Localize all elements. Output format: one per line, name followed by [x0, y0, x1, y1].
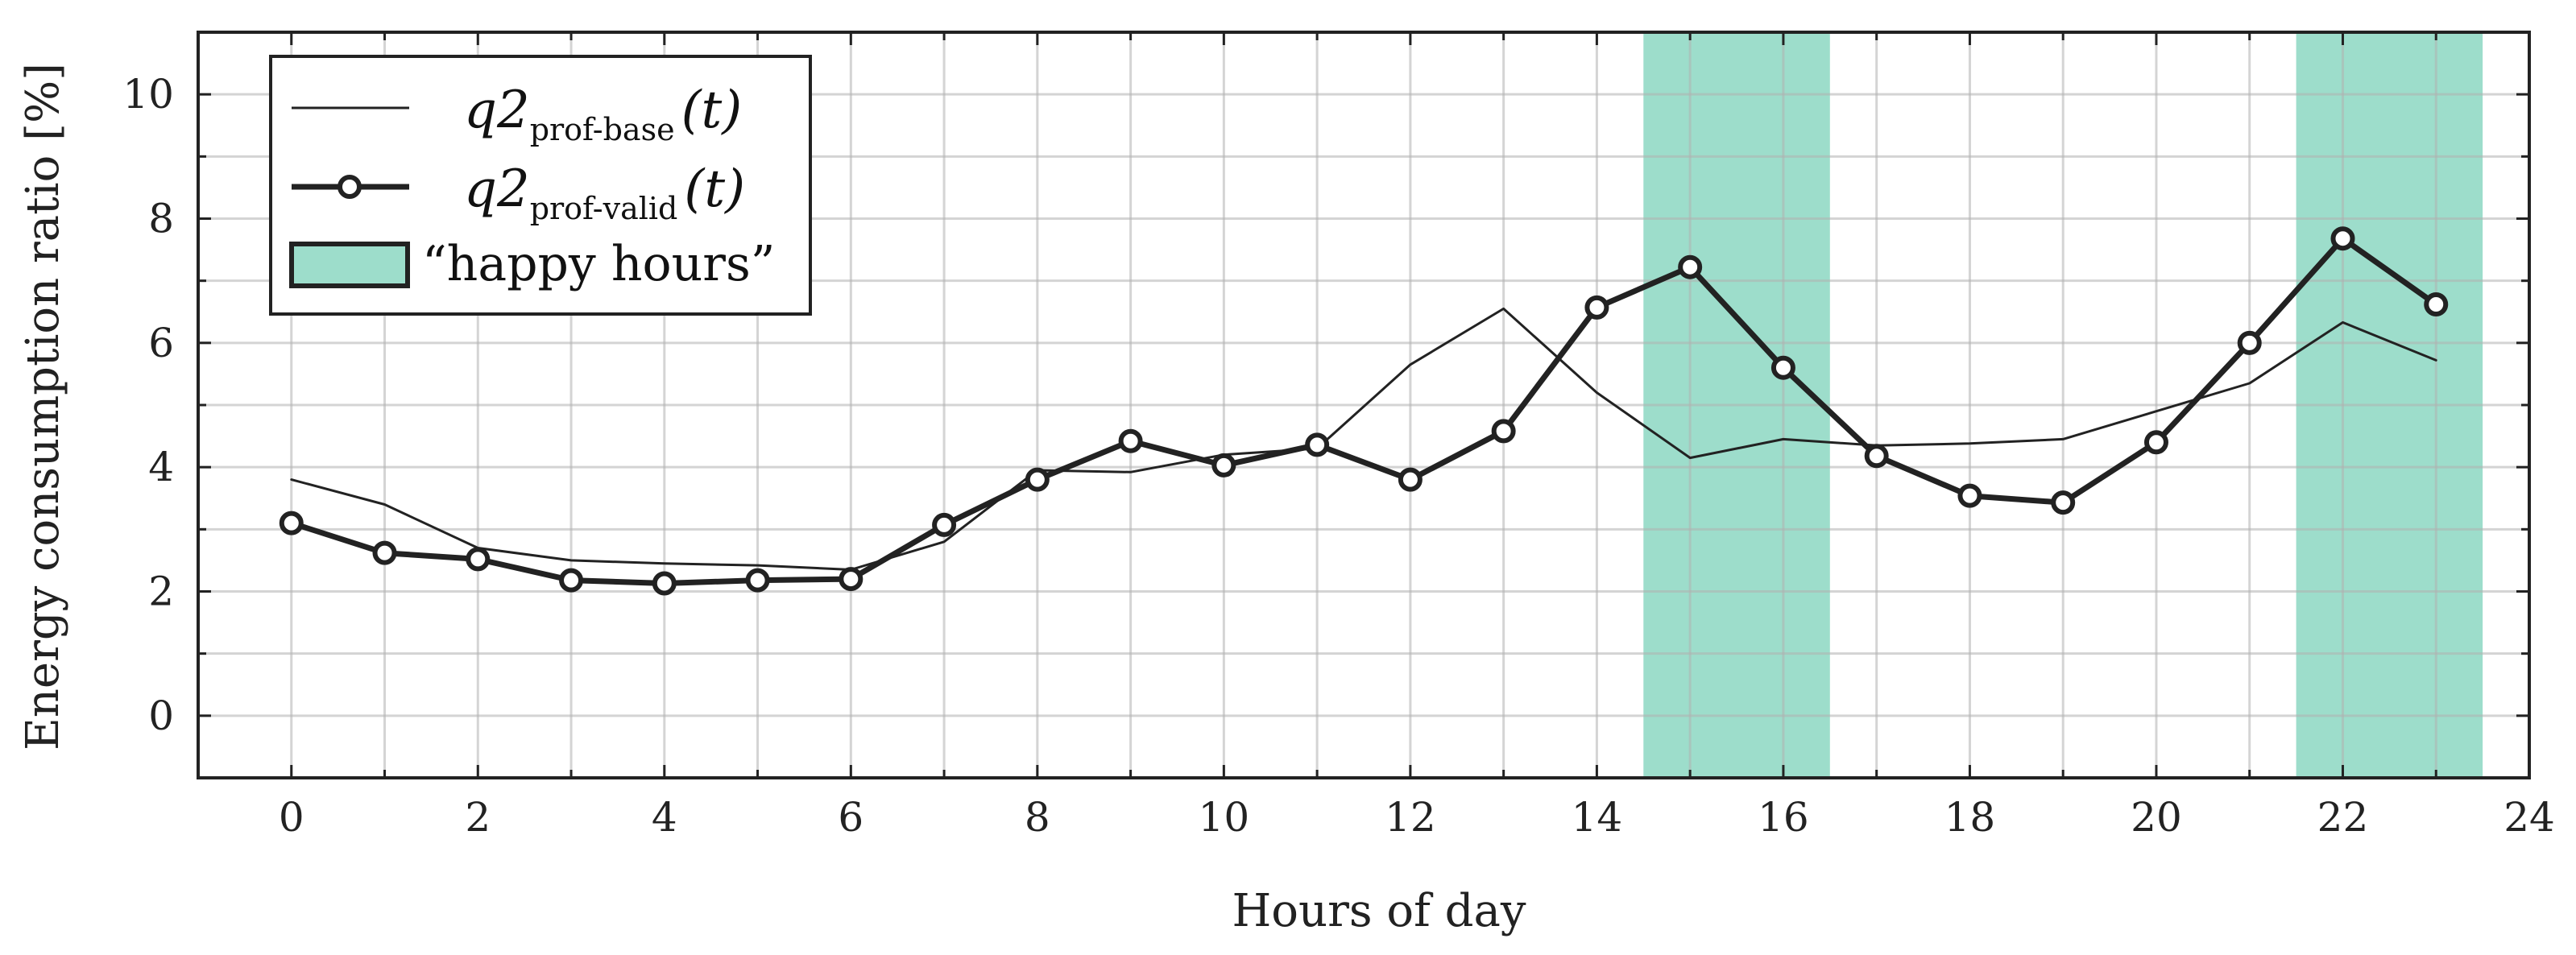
data-point-prof-valid: [2051, 490, 2076, 515]
legend-base-tail: (t): [681, 81, 743, 140]
y-tick-label: 8: [148, 196, 174, 242]
data-point-prof-valid: [2237, 330, 2262, 355]
y-tick-label: 10: [122, 71, 174, 118]
series-line-prof-base: [290, 307, 2437, 571]
x-tick-label: 2: [465, 794, 491, 841]
x-tick-label: 0: [279, 794, 304, 841]
data-point-prof-valid: [2143, 430, 2168, 455]
x-axis-title: Hours of day: [1232, 885, 1526, 937]
x-tick-label: 4: [652, 794, 677, 841]
legend-swatch-valid-marker: [338, 175, 362, 199]
legend-entry-base: q2prof-base (t): [464, 81, 742, 147]
legend-swatch-happy-hours: [289, 242, 410, 288]
data-point-prof-valid: [1957, 483, 1982, 508]
series-layer: [279, 226, 2449, 596]
data-point-prof-valid: [1678, 254, 1703, 279]
x-tick-label: 10: [1199, 794, 1250, 841]
data-point-prof-valid: [1491, 419, 1516, 444]
data-point-prof-valid: [839, 567, 863, 592]
data-point-prof-valid: [1118, 428, 1143, 453]
legend-base-main: q2: [464, 81, 530, 140]
legend-entry-valid: q2prof-valid (t): [464, 159, 745, 226]
data-point-prof-valid: [1398, 467, 1423, 492]
x-tick-label: 20: [2131, 794, 2182, 841]
axes: [197, 31, 2531, 779]
x-tick-label: 16: [1758, 794, 1809, 841]
data-point-prof-valid: [1211, 453, 1236, 478]
x-tick-label: 24: [2504, 794, 2555, 841]
data-point-prof-valid: [1305, 432, 1330, 457]
data-point-prof-valid: [1025, 467, 1050, 492]
legend-valid-main: q2: [464, 159, 530, 219]
legend-valid-tail: (t): [684, 159, 745, 219]
x-tick-label: 6: [838, 794, 863, 841]
y-tick-label: 2: [148, 568, 174, 615]
x-tick-label: 18: [1944, 794, 1996, 841]
legend-entry-happy-hours: “happy hours”: [422, 236, 775, 292]
x-tick-label: 12: [1385, 794, 1436, 841]
data-point-prof-valid: [372, 540, 397, 565]
legend-valid-sub: prof-valid: [530, 191, 678, 226]
data-point-prof-valid: [745, 568, 770, 593]
series-line-prof-valid: [288, 235, 2439, 586]
data-point-prof-valid: [559, 568, 584, 593]
data-point-prof-valid: [652, 571, 677, 596]
data-point-prof-valid: [1584, 295, 1609, 320]
y-tick-label: 6: [148, 320, 174, 366]
x-tick-label: 22: [2317, 794, 2369, 841]
data-point-prof-valid: [1770, 355, 1795, 380]
data-point-prof-valid: [1864, 444, 1889, 469]
x-tick-label: 8: [1025, 794, 1050, 841]
data-point-prof-valid: [279, 511, 304, 535]
y-tick-label: 4: [148, 444, 174, 490]
y-tick-label: 0: [148, 692, 174, 739]
data-point-prof-valid: [2424, 291, 2449, 316]
x-tick-label: 14: [1572, 794, 1623, 841]
legend-base-sub: prof-base: [530, 112, 675, 147]
data-point-prof-valid: [466, 547, 491, 572]
data-point-prof-valid: [2330, 226, 2355, 251]
legend: q2prof-base (t) q2prof-valid (t) “happy ho…: [269, 55, 812, 316]
data-point-prof-valid: [932, 512, 957, 537]
y-axis-title: Energy consumption ratio [%]: [17, 63, 69, 750]
